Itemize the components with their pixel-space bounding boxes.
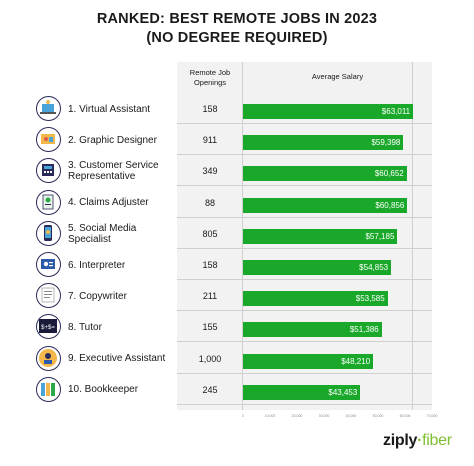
x-tick-label: 70,000 — [426, 414, 438, 418]
job-title-label: 10. Bookkeeper — [68, 384, 139, 396]
openings-value: 88 — [204, 197, 215, 208]
chart-subtitle: (NO DEGREE REQUIRED) — [146, 30, 328, 46]
openings-value: 245 — [202, 384, 218, 395]
virtual-assistant-icon — [36, 96, 61, 121]
table-row: 4. Claims Adjuster 88 $60,856 — [0, 189, 474, 220]
salary-value-label: $54,853 — [359, 263, 389, 272]
salary-value-label: $48,210 — [341, 356, 371, 366]
openings-value: 805 — [202, 228, 218, 239]
openings-value: 158 — [202, 104, 218, 114]
salary-value-label: $51,386 — [349, 325, 379, 335]
job-title-label: 3. Customer Service Representative — [68, 160, 159, 183]
axis-right-line — [412, 62, 413, 410]
row-separator — [177, 154, 432, 156]
table-row: 7. Copywriter 211 $53,585 — [0, 282, 474, 313]
logo-word-ziply: ziply — [383, 432, 418, 449]
salary-value-label: $53,585 — [355, 294, 385, 304]
chart-title: RANKED: BEST REMOTE JOBS IN 2023 — [96, 11, 378, 27]
openings-value: 911 — [202, 135, 218, 146]
row-separator — [177, 185, 432, 187]
salary-bar — [243, 384, 361, 400]
openings-value: 211 — [202, 291, 218, 302]
job-title-label: 2. Graphic Designer — [68, 134, 157, 146]
salary-bar — [243, 135, 404, 151]
openings-value: 349 — [202, 166, 218, 177]
job-title-label: 9. Executive Assistant — [68, 353, 166, 365]
logo-word-fiber: fiber — [422, 432, 452, 449]
salary-value-label: $60,652 — [374, 169, 404, 179]
table-row: 1. Virtual Assistant 158 $63,011 — [0, 95, 474, 126]
salary-bar — [243, 353, 374, 369]
salary-bar — [243, 291, 388, 307]
executive-assistant-icon — [36, 345, 61, 371]
salary-bar — [243, 197, 408, 213]
svg-text:$+$=: $+$= — [41, 325, 55, 331]
job-title-label: 8. Tutor — [68, 321, 102, 333]
job-title-label: 7. Copywriter — [68, 290, 127, 302]
salary-bar — [243, 104, 414, 119]
x-tick-label: 10,000 — [264, 414, 276, 418]
row-separator — [177, 247, 432, 249]
interpreter-icon — [36, 252, 61, 277]
row-separator — [177, 403, 432, 405]
openings-value: 158 — [202, 260, 218, 270]
salary-bar — [243, 166, 407, 182]
openings-header-line1: Remote Job — [189, 68, 231, 77]
table-row: 2. Graphic Designer 911 $59,398 — [0, 126, 474, 157]
salary-value-label: $57,185 — [365, 231, 395, 241]
claims-adjuster-icon — [36, 189, 61, 215]
ziply-fiber-logo: ziply·fiber — [383, 432, 452, 450]
x-tick-label: 0 — [242, 414, 244, 418]
bookkeeper-icon — [36, 376, 61, 402]
salary-bar — [243, 228, 398, 244]
salary-bar — [243, 322, 382, 338]
openings-header: Remote Job Openings — [180, 68, 240, 88]
salary-value-label: $60,856 — [375, 200, 405, 210]
logo-dot: · — [417, 432, 423, 449]
job-title-label: 4. Claims Adjuster — [68, 197, 149, 209]
row-separator — [177, 279, 432, 280]
table-row: $+$= 8. Tutor 155 $51,386 — [0, 313, 474, 344]
table-row: 9. Executive Assistant 1,000 $48,210 — [0, 345, 474, 376]
customer-service-icon — [36, 158, 61, 184]
job-title-label: 1. Virtual Assistant — [68, 103, 151, 115]
row-separator — [177, 341, 432, 343]
x-tick-label: 40,000 — [345, 414, 357, 418]
x-tick-label: 50,000 — [372, 414, 384, 418]
job-title-label: 6. Interpreter — [68, 259, 126, 271]
column-divider — [242, 62, 243, 410]
salary-header: Average Salary — [311, 72, 364, 81]
salary-value-label: $43,453 — [328, 387, 358, 397]
table-row: 5. Social Media Specialist 805 $57,185 — [0, 220, 474, 251]
tutor-icon: $+$= — [36, 314, 61, 340]
table-row: 10. Bookkeeper 245 $43,453 — [0, 376, 474, 407]
graphic-designer-icon — [36, 127, 61, 153]
x-tick-label: 60,000 — [399, 414, 411, 418]
row-separator — [177, 123, 432, 124]
x-tick-label: 20,000 — [291, 414, 303, 418]
salary-bar — [243, 260, 392, 275]
row-separator — [177, 216, 432, 218]
salary-value-label: $63,011 — [381, 107, 411, 116]
row-separator — [177, 372, 432, 374]
table-row: 6. Interpreter 158 $54,853 — [0, 251, 474, 282]
openings-header-line2: Openings — [193, 78, 227, 87]
social-media-icon — [36, 220, 61, 246]
table-row: 3. Customer Service Representative 349 $60… — [0, 157, 474, 188]
openings-value: 1,000 — [198, 353, 222, 364]
salary-value-label: $59,398 — [371, 138, 401, 148]
job-title-label: 5. Social Media Specialist — [68, 222, 137, 245]
row-separator — [177, 310, 432, 312]
openings-value: 155 — [202, 322, 218, 333]
copywriter-icon — [36, 283, 61, 309]
x-tick-label: 30,000 — [318, 414, 330, 418]
